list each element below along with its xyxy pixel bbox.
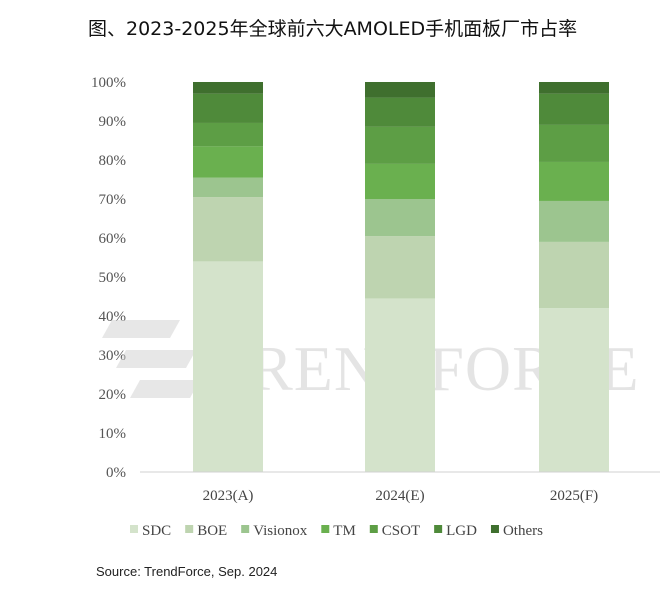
bar-stack [193,82,263,472]
legend-swatch [321,525,330,533]
x-tick-label: 2025(F) [550,488,598,504]
x-tick-label: 2023(A) [203,488,254,504]
y-tick-label: 90% [99,114,127,130]
bar-segment-boe [365,236,435,299]
y-tick-label: 50% [99,270,127,286]
legend-item: LGD [434,523,477,539]
bar-stack [365,82,435,472]
bars [193,82,609,472]
bar-segment-lgd [365,97,435,127]
legend-item: TM [321,523,356,539]
bar-segment-csot [365,126,435,164]
legend-swatch [241,525,250,533]
legend-label: BOE [197,523,227,539]
legend-swatch [490,525,499,533]
legend-label: Visionox [253,523,308,539]
y-axis: 0%10%20%30%40%50%60%70%80%90%100% [91,75,126,481]
legend-label: TM [333,523,356,539]
y-tick-label: 60% [99,231,127,247]
bar-segment-csot [193,122,263,147]
bar-segment-visionox [193,177,263,198]
legend-item: SDC [130,523,171,539]
legend-swatch [434,525,443,533]
y-tick-label: 10% [99,426,127,442]
bar-segment-others [539,82,609,94]
x-tick-label: 2024(E) [375,488,424,504]
bar-stack [539,82,609,472]
bar-segment-boe [539,241,609,309]
legend-label: LGD [446,523,477,539]
bar-segment-lgd [193,93,263,123]
legend-item: Visionox [241,523,308,539]
bar-segment-others [193,82,263,94]
legend-item: BOE [185,523,227,539]
bar-segment-sdc [193,261,263,472]
y-tick-label: 70% [99,192,127,208]
legend-item: CSOT [369,523,420,539]
stacked-bar-chart: 0%10%20%30%40%50%60%70%80%90%100% TRENDF… [91,75,660,539]
legend-label: Others [503,523,543,539]
y-tick-label: 20% [99,387,127,403]
legend-label: CSOT [382,523,420,539]
y-tick-label: 30% [99,348,127,364]
bar-segment-tm [539,161,609,201]
bar-segment-sdc [365,298,435,472]
legend: SDC BOE Visionox TM CSOT LGD Others [130,523,543,539]
bar-segment-lgd [539,93,609,125]
bar-segment-csot [539,124,609,162]
chart-title: 图、2023-2025年全球前六大AMOLED手机面板厂市占率 [88,18,578,40]
bar-segment-visionox [365,199,435,237]
legend-item: Others [490,523,543,539]
bar-segment-boe [193,197,263,262]
legend-swatch [130,525,138,533]
source-note: Source: TrendForce, Sep. 2024 [96,564,278,579]
bar-segment-visionox [539,200,609,242]
bar-segment-sdc [539,308,609,472]
x-axis: 2023(A) 2024(E) 2025(F) [140,471,660,504]
legend-swatch [369,525,378,533]
bar-segment-tm [193,146,263,178]
legend-swatch [185,525,194,533]
y-tick-label: 80% [99,153,127,169]
trendforce-logo [102,320,200,398]
y-tick-label: 100% [91,75,126,91]
y-tick-label: 0% [106,465,126,481]
bar-segment-tm [365,163,435,199]
legend-label: SDC [142,523,171,539]
bar-segment-others [365,82,435,98]
